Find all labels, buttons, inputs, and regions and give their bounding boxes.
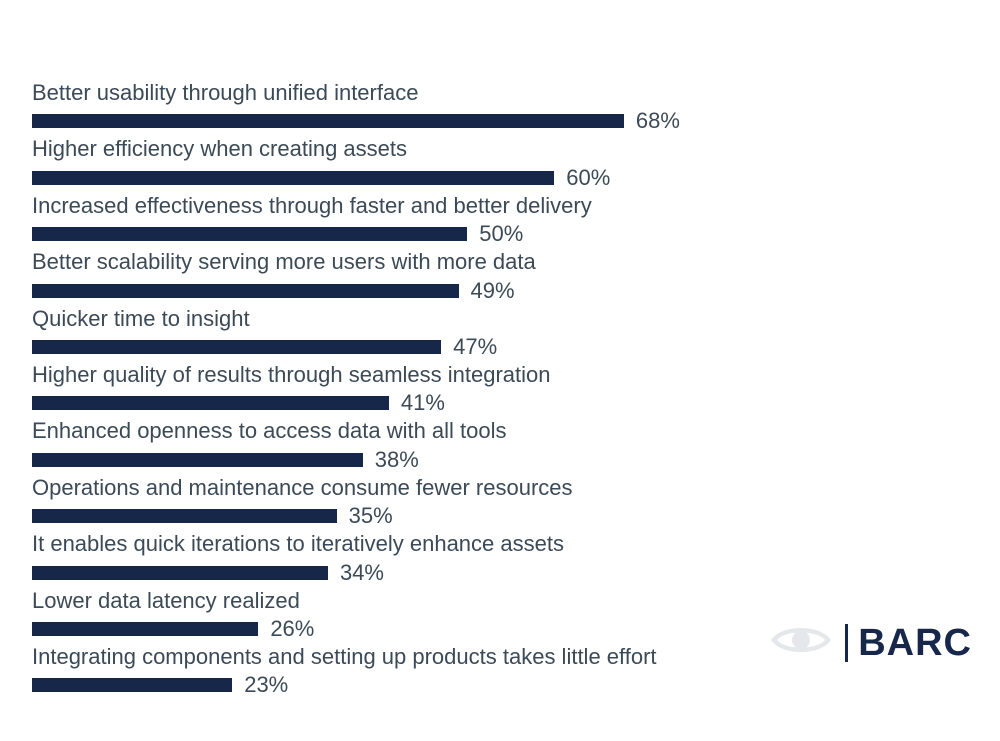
eye-icon	[769, 622, 833, 663]
bar	[32, 566, 328, 580]
bar-line: 38%	[32, 449, 968, 471]
bar-line: 23%	[32, 674, 968, 696]
bar-line: 60%	[32, 167, 968, 189]
bar-value: 38%	[375, 449, 419, 471]
bar-label: Lower data latency realized	[32, 588, 968, 614]
bar-value: 60%	[566, 167, 610, 189]
bar	[32, 396, 389, 410]
bar-value: 47%	[453, 336, 497, 358]
bar-line: 35%	[32, 505, 968, 527]
bar-label: It enables quick iterations to iterative…	[32, 531, 968, 557]
bar-value: 35%	[349, 505, 393, 527]
chart-row: Higher quality of results through seamle…	[32, 362, 968, 414]
bar-label: Quicker time to insight	[32, 306, 968, 332]
bar-line: 41%	[32, 392, 968, 414]
bar-value: 26%	[270, 618, 314, 640]
bar-line: 47%	[32, 336, 968, 358]
bar	[32, 227, 467, 241]
bar-label: Enhanced openness to access data with al…	[32, 418, 968, 444]
bar	[32, 622, 258, 636]
bar-line: 50%	[32, 223, 968, 245]
chart-row: It enables quick iterations to iterative…	[32, 531, 968, 583]
bar-value: 23%	[244, 674, 288, 696]
bar-label: Better usability through unified interfa…	[32, 80, 968, 106]
bar	[32, 453, 363, 467]
logo-divider	[845, 624, 848, 662]
bar	[32, 509, 337, 523]
horizontal-bar-chart: Better usability through unified interfa…	[32, 80, 968, 700]
bar-label: Higher quality of results through seamle…	[32, 362, 968, 388]
bar	[32, 284, 459, 298]
bar-value: 49%	[471, 280, 515, 302]
chart-row: Quicker time to insight 47%	[32, 306, 968, 358]
chart-row: Increased effectiveness through faster a…	[32, 193, 968, 245]
bar	[32, 340, 441, 354]
bar-value: 68%	[636, 110, 680, 132]
bar-label: Operations and maintenance consume fewer…	[32, 475, 968, 501]
bar-value: 41%	[401, 392, 445, 414]
chart-row: Better scalability serving more users wi…	[32, 249, 968, 301]
bar-label: Higher efficiency when creating assets	[32, 136, 968, 162]
chart-row: Enhanced openness to access data with al…	[32, 418, 968, 470]
bar-value: 34%	[340, 562, 384, 584]
brand-logo: BARC	[769, 622, 972, 663]
bar-value: 50%	[479, 223, 523, 245]
bar-line: 68%	[32, 110, 968, 132]
bar	[32, 114, 624, 128]
bar-line: 34%	[32, 562, 968, 584]
bar-line: 49%	[32, 280, 968, 302]
chart-row: Higher efficiency when creating assets 60…	[32, 136, 968, 188]
chart-row: Better usability through unified interfa…	[32, 80, 968, 132]
bar	[32, 678, 232, 692]
logo-text: BARC	[858, 624, 972, 662]
bar-label: Better scalability serving more users wi…	[32, 249, 968, 275]
bar-label: Increased effectiveness through faster a…	[32, 193, 968, 219]
bar	[32, 171, 554, 185]
chart-row: Operations and maintenance consume fewer…	[32, 475, 968, 527]
